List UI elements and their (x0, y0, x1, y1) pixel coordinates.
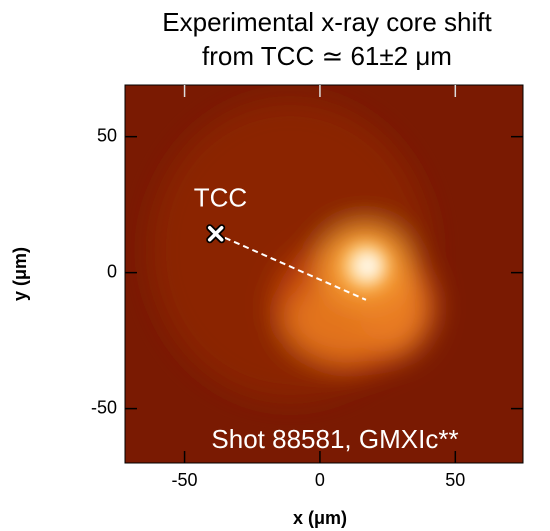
x-tick-label: -50 (172, 470, 198, 490)
plot-area (125, 85, 523, 463)
y-tick-label: 50 (97, 125, 117, 145)
chart-title: from TCC ≃ 61±2 μm (202, 41, 452, 71)
x-axis-label: x (μm) (293, 508, 347, 528)
tcc-marker (207, 226, 224, 242)
y-tick-label: -50 (91, 397, 117, 417)
y-axis-label: y (μm) (10, 247, 30, 301)
chart-title: Experimental x-ray core shift (162, 7, 492, 37)
annotation: Shot 88581, GMXIc** (211, 424, 458, 454)
plot-frame (124, 84, 524, 464)
x-tick-label: 50 (445, 470, 465, 490)
heat-core (344, 244, 388, 288)
y-tick-label: 0 (107, 261, 117, 281)
x-tick-label: 0 (315, 470, 325, 490)
tcc-label: TCC (194, 183, 247, 213)
heat-image (150, 100, 435, 400)
shift-line (215, 232, 367, 301)
